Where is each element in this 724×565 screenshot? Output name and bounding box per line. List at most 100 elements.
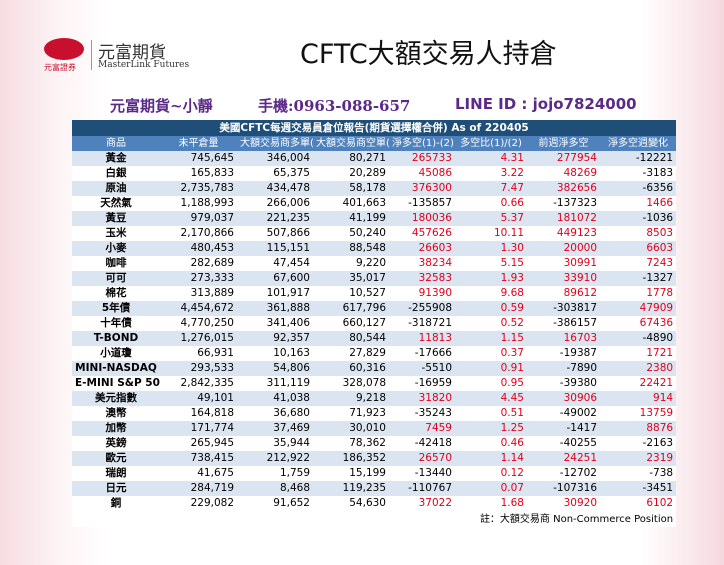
logo-mark: [44, 38, 84, 60]
cell: -12221: [600, 151, 677, 166]
cell: 1.68: [455, 496, 527, 511]
data-row: 小麥 480,453 115,151 88,548 26603 1.30 20000 6603: [72, 241, 677, 256]
cell: 7243: [600, 256, 677, 271]
cell: 7.47: [455, 181, 527, 196]
commodity-name: 5年債: [72, 301, 160, 316]
data-row: T-BOND 1,276,015 92,357 80,544 11813 1.15 1670…: [72, 331, 677, 346]
cell: 13759: [600, 406, 677, 421]
cell: -4890: [600, 331, 677, 346]
cell: 229,082: [160, 496, 237, 511]
logo: 元富證券 元富期貨 MasterLink Futures: [44, 38, 194, 74]
cell: 480,453: [160, 241, 237, 256]
cell: 1.30: [455, 241, 527, 256]
cell: -303817: [527, 301, 600, 316]
cell: 2380: [600, 361, 677, 376]
cell: 1721: [600, 346, 677, 361]
cell: -3451: [600, 481, 677, 496]
cell: 30991: [527, 256, 600, 271]
table-note: 註：大額交易商 Non-Commerce Position: [72, 511, 677, 527]
cell: -19387: [527, 346, 600, 361]
cell: 32583: [389, 271, 455, 286]
cell: 277954: [527, 151, 600, 166]
logo-separator: [91, 40, 92, 70]
note-row: 註：大額交易商 Non-Commerce Position: [72, 511, 677, 527]
contact-name: 元富期貨~小靜: [110, 97, 213, 115]
cftc-table: 美國CFTC每週交易員倉位報告(期貨選擇權合併) As of 220405 商品未…: [72, 120, 677, 527]
cell: 80,271: [313, 151, 389, 166]
cell: -42418: [389, 436, 455, 451]
commodity-name: 澳幣: [72, 406, 160, 421]
table-title-row: 美國CFTC每週交易員倉位報告(期貨選擇權合併) As of 220405: [72, 120, 677, 136]
cell: 22421: [600, 376, 677, 391]
cell: 15,199: [313, 466, 389, 481]
cell: -318721: [389, 316, 455, 331]
cell: 119,235: [313, 481, 389, 496]
commodity-name: 小道瓊: [72, 346, 160, 361]
cell: -17666: [389, 346, 455, 361]
cell: -7890: [527, 361, 600, 376]
cell: -110767: [389, 481, 455, 496]
cell: -1417: [527, 421, 600, 436]
cell: 47909: [600, 301, 677, 316]
cell: 30906: [527, 391, 600, 406]
cell: 8,468: [237, 481, 313, 496]
cell: 212,922: [237, 451, 313, 466]
cell: 20,289: [313, 166, 389, 181]
commodity-name: 咖啡: [72, 256, 160, 271]
data-row: 黃金 745,645 346,004 80,271 265733 4.31 277954 -1…: [72, 151, 677, 166]
cell: -5510: [389, 361, 455, 376]
cell: 273,333: [160, 271, 237, 286]
commodity-name: MINI-NASDAQ: [72, 361, 160, 376]
cell: 346,004: [237, 151, 313, 166]
cell: 7459: [389, 421, 455, 436]
cell: 313,889: [160, 286, 237, 301]
data-row: 美元指數 49,101 41,038 9,218 31820 4.45 30906 914: [72, 391, 677, 406]
cell: 1,276,015: [160, 331, 237, 346]
cell: 180036: [389, 211, 455, 226]
cell: 49,101: [160, 391, 237, 406]
page-title: CFTC大額交易人持倉: [300, 39, 557, 70]
cell: 1,188,993: [160, 196, 237, 211]
cell: 71,923: [313, 406, 389, 421]
cell: 745,645: [160, 151, 237, 166]
cell: 0.52: [455, 316, 527, 331]
data-row: 5年債 4,454,672 361,888 617,796 -255908 0.59 -30…: [72, 301, 677, 316]
cell: 38234: [389, 256, 455, 271]
column-header: 多空比(1)/(2): [455, 136, 527, 151]
cell: 67,600: [237, 271, 313, 286]
cell: 35,017: [313, 271, 389, 286]
cell: 10,163: [237, 346, 313, 361]
cell: 33910: [527, 271, 600, 286]
cell: 293,533: [160, 361, 237, 376]
cell: 266,006: [237, 196, 313, 211]
cell: 47,454: [237, 256, 313, 271]
cell: 4,454,672: [160, 301, 237, 316]
cell: 78,362: [313, 436, 389, 451]
cell: 2,735,783: [160, 181, 237, 196]
cell: 8503: [600, 226, 677, 241]
cell: 41,038: [237, 391, 313, 406]
cell: 16703: [527, 331, 600, 346]
commodity-name: 瑞朗: [72, 466, 160, 481]
cell: 54,630: [313, 496, 389, 511]
cell: 3.22: [455, 166, 527, 181]
cell: -16959: [389, 376, 455, 391]
commodity-name: 日元: [72, 481, 160, 496]
cell: -12702: [527, 466, 600, 481]
cell: 265,945: [160, 436, 237, 451]
data-row: 加幣 171,774 37,469 30,010 7459 1.25 -1417 8876: [72, 421, 677, 436]
column-header: 商品: [72, 136, 160, 151]
cell: 1.93: [455, 271, 527, 286]
cell: -40255: [527, 436, 600, 451]
commodity-name: 棉花: [72, 286, 160, 301]
cell: 4,770,250: [160, 316, 237, 331]
data-row: 原油 2,735,783 434,478 58,178 376300 7.47 382656…: [72, 181, 677, 196]
cell: 26570: [389, 451, 455, 466]
cell: 101,917: [237, 286, 313, 301]
cell: 0.12: [455, 466, 527, 481]
data-row: MINI-NASDAQ 293,533 54,806 60,316 -5510 0.91-…: [72, 361, 677, 376]
cell: -1327: [600, 271, 677, 286]
column-header: 大額交易商多單(1): [237, 136, 313, 151]
cell: 4.31: [455, 151, 527, 166]
